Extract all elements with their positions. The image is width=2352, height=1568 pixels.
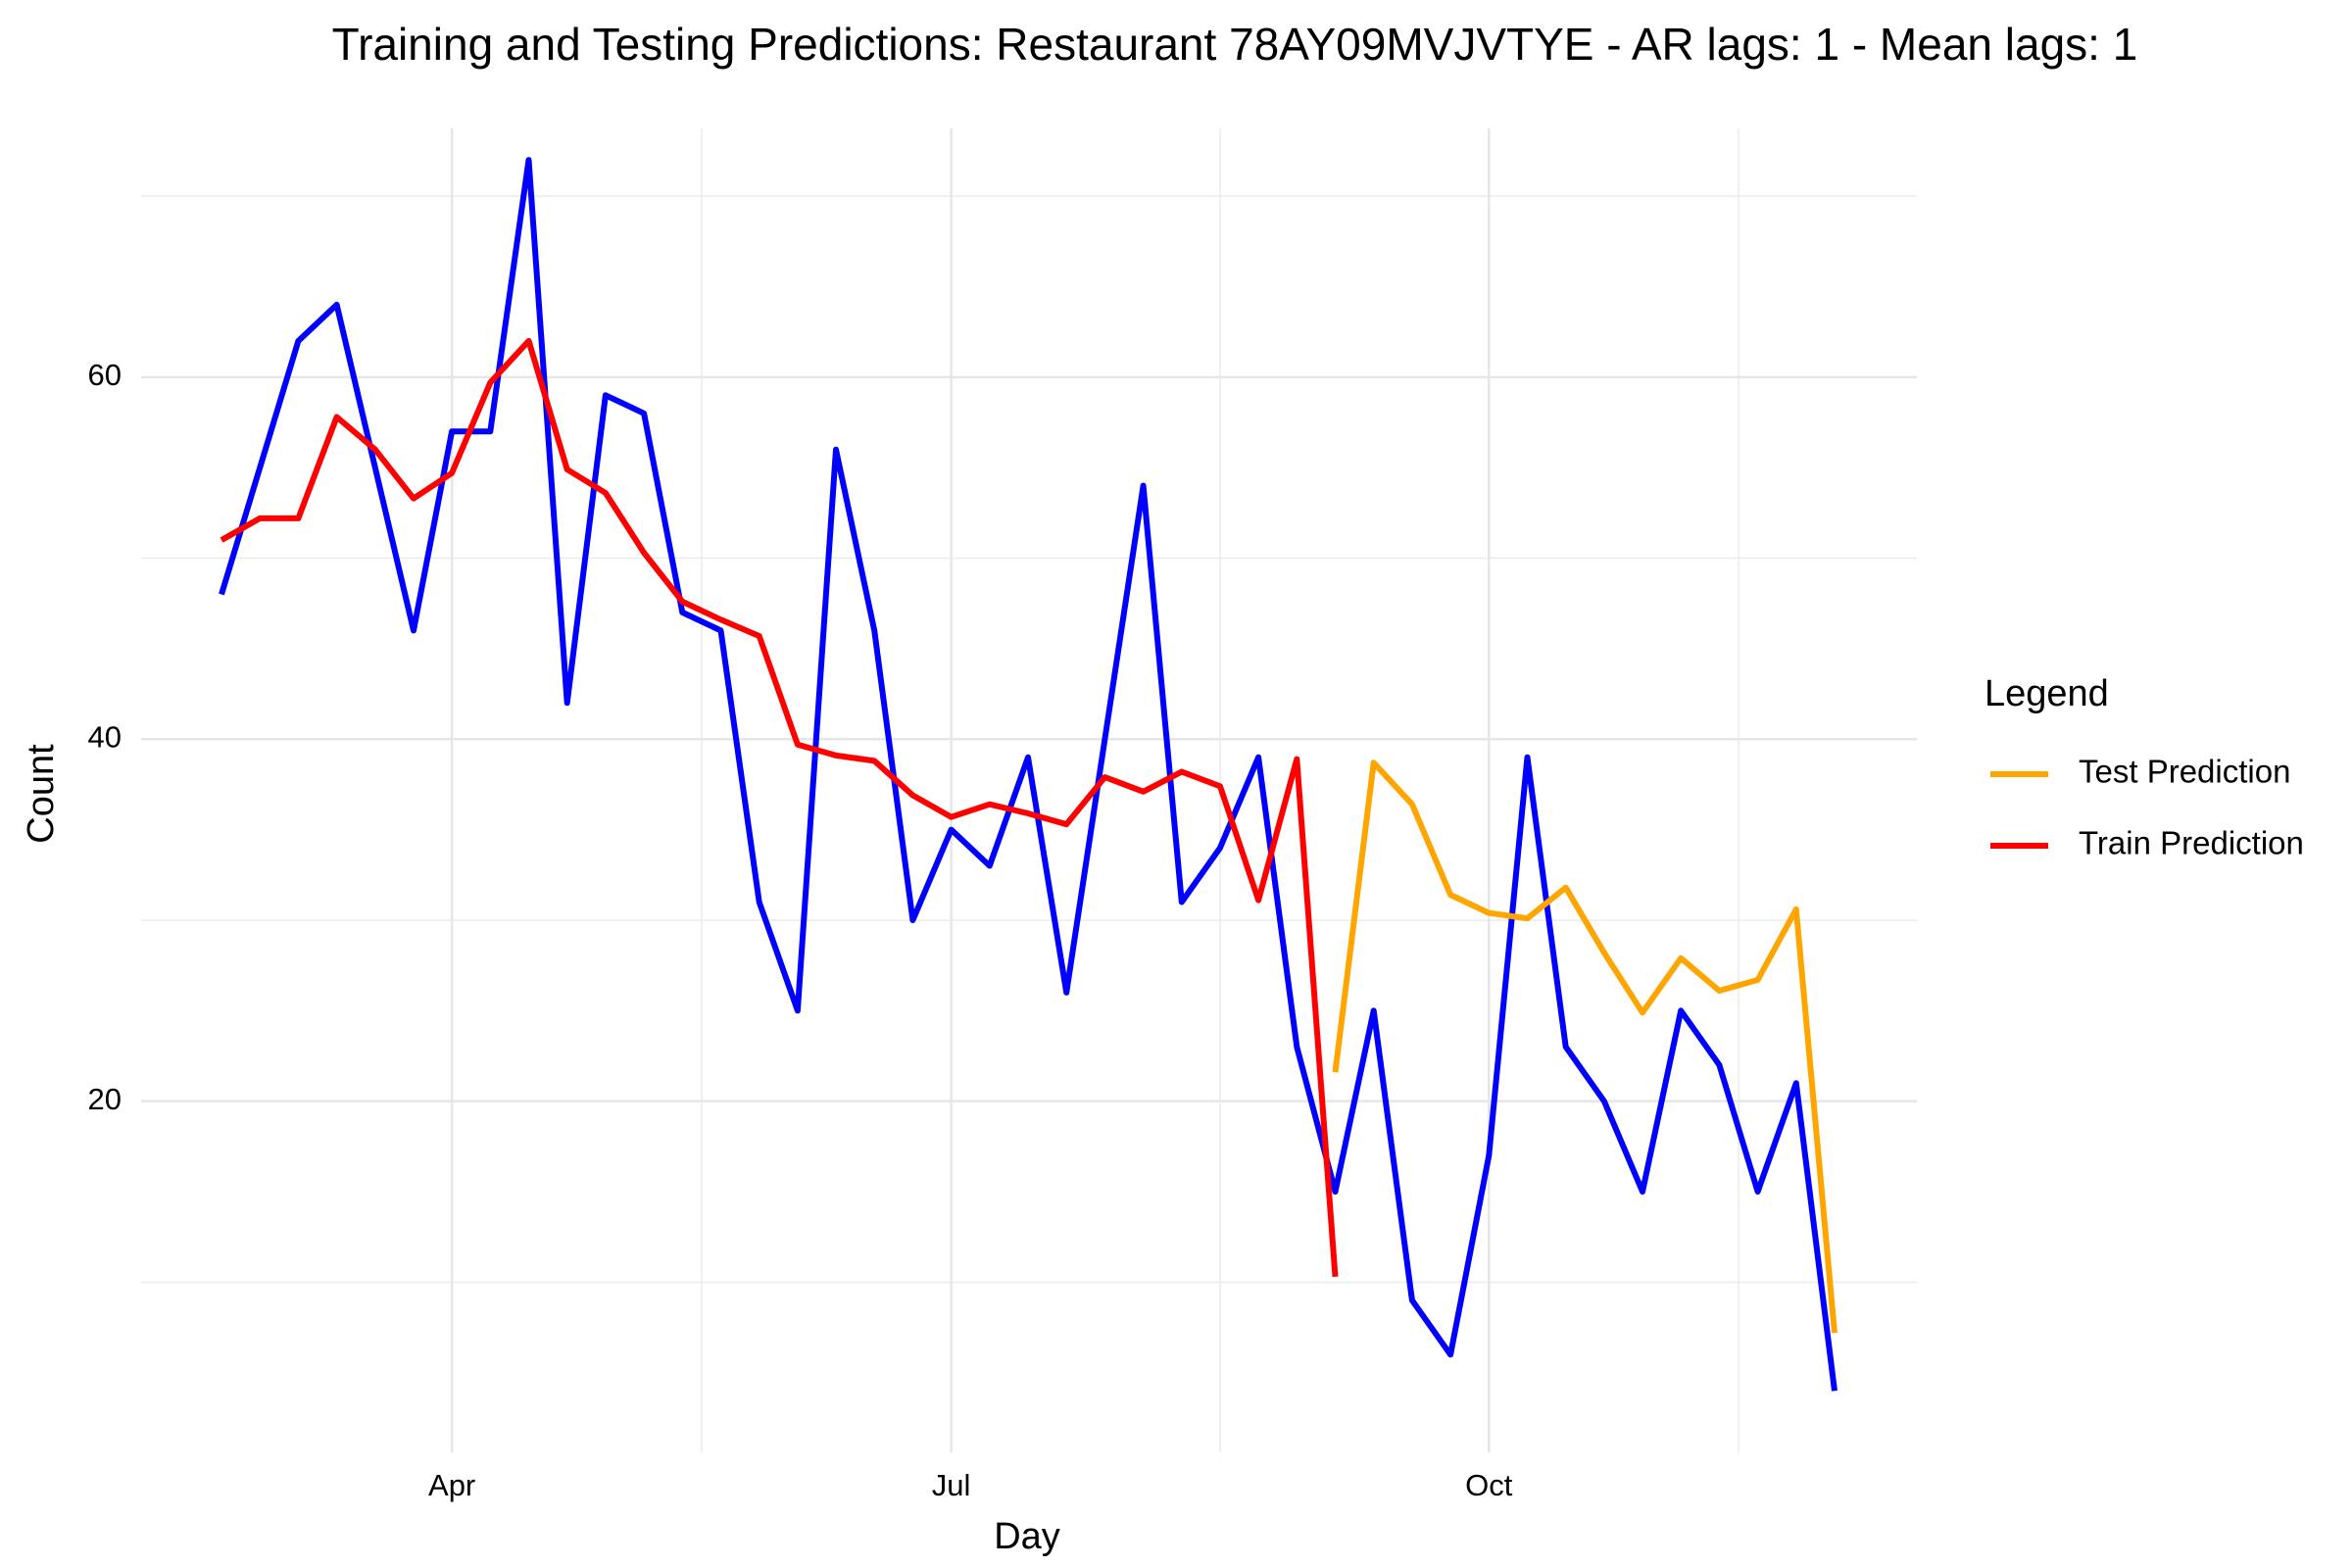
legend-title: Legend [1984,673,2109,714]
legend-label: Train Prediction [2079,825,2304,861]
legend-label: Test Prediction [2079,754,2290,790]
x-axis-title: Day [994,1516,1060,1557]
x-tick-label: Oct [1465,1468,1513,1502]
y-tick-label: 60 [88,358,122,392]
x-tick-label: Jul [932,1468,971,1502]
y-tick-label: 20 [88,1082,122,1116]
series-line [1332,760,1838,1334]
y-axis-title: Count [21,744,62,844]
series-line [219,157,1838,1392]
chart-title: Training and Testing Predictions: Restau… [332,19,2138,70]
grid [141,128,1917,1452]
series-line [220,337,1339,1278]
x-tick-label: Apr [428,1468,475,1502]
y-tick-label: 40 [88,719,122,754]
